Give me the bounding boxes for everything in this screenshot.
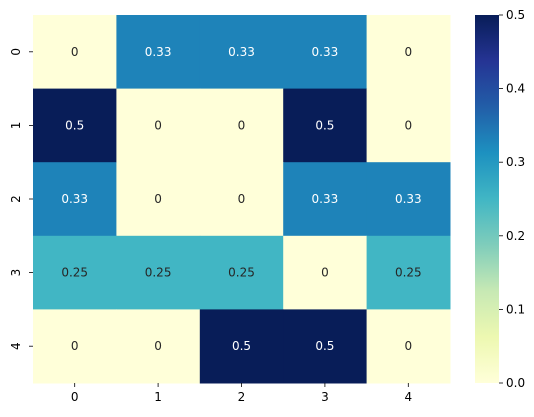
y-tick-label: 1: [9, 122, 23, 130]
heatmap-cell: [116, 88, 201, 163]
heatmap-cell: [199, 235, 284, 310]
cell-value-label: 0: [154, 192, 162, 206]
cell-value-label: 0.25: [61, 266, 88, 280]
x-tick-label: 2: [238, 390, 246, 404]
cell-value-label: 0.33: [312, 45, 339, 59]
colorbar-tick-label: 0.5: [506, 8, 525, 22]
y-tick-label: 3: [9, 269, 23, 277]
cell-value-label: 0: [238, 192, 246, 206]
heatmap-cell: [366, 162, 451, 237]
colorbar-tick-label: 0.2: [506, 229, 525, 243]
heatmap-cell: [33, 88, 117, 163]
heatmap-cells: [33, 15, 451, 384]
colorbar-tick-label: 0.4: [506, 82, 525, 96]
colorbar: 0.0 0.1 0.2 0.3 0.4 0.5: [475, 8, 525, 390]
heatmap-cell: [199, 162, 284, 237]
cell-value-label: 0: [154, 118, 162, 132]
heatmap-cell: [366, 88, 451, 163]
cell-value-label: 0.25: [395, 266, 422, 280]
cell-value-label: 0: [404, 45, 412, 59]
x-tick-label: 0: [71, 390, 79, 404]
y-tick-label: 0: [9, 48, 23, 56]
heatmap-cell: [33, 235, 117, 310]
heatmap-cell: [283, 15, 368, 90]
heatmap-cell: [116, 309, 201, 384]
cell-value-label: 0: [71, 45, 79, 59]
heatmap-cell: [283, 235, 368, 310]
heatmap-cell: [33, 162, 117, 237]
heatmap-cell: [366, 309, 451, 384]
cell-value-label: 0: [71, 339, 79, 353]
heatmap-cell: [116, 235, 201, 310]
colorbar-tick-label: 0.0: [506, 376, 525, 390]
cell-value-label: 0.33: [312, 192, 339, 206]
cell-value-label: 0.33: [228, 45, 255, 59]
heatmap-cell: [366, 15, 451, 90]
heatmap-cell: [283, 88, 368, 163]
cell-value-label: 0.33: [145, 45, 172, 59]
heatmap-cell-labels: 0 0.33 0.33 0.33 0 0.5 0 0 0.5 0 0.33 0 0 0.33 0.33 0.2…: [61, 45, 421, 353]
cell-value-label: 0: [321, 266, 329, 280]
colorbar-tick-label: 0.3: [506, 155, 525, 169]
y-tick-label: 2: [9, 195, 23, 203]
heatmap-cell: [33, 309, 117, 384]
cell-value-label: 0.25: [145, 266, 172, 280]
y-axis: 0 1 2 3 4: [9, 48, 33, 350]
colorbar-gradient: [475, 15, 499, 383]
cell-value-label: 0.33: [61, 192, 88, 206]
cell-value-label: 0.5: [65, 118, 84, 132]
x-axis: 0 1 2 3 4: [71, 383, 412, 404]
x-tick-label: 1: [154, 390, 162, 404]
heatmap-cell: [283, 309, 368, 384]
colorbar-tick-label: 0.1: [506, 302, 525, 316]
heatmap-cell: [199, 309, 284, 384]
heatmap-cell: [199, 15, 284, 90]
heatmap-cell: [116, 15, 201, 90]
cell-value-label: 0.5: [315, 118, 334, 132]
cell-value-label: 0: [404, 339, 412, 353]
y-tick-label: 4: [9, 342, 23, 350]
cell-value-label: 0.25: [228, 266, 255, 280]
heatmap-cell: [116, 162, 201, 237]
x-tick-label: 4: [404, 390, 412, 404]
cell-value-label: 0: [154, 339, 162, 353]
cell-value-label: 0: [404, 118, 412, 132]
cell-value-label: 0.5: [232, 339, 251, 353]
cell-value-label: 0: [238, 118, 246, 132]
cell-value-label: 0.5: [315, 339, 334, 353]
x-tick-label: 3: [321, 390, 329, 404]
heatmap-cell: [366, 235, 451, 310]
heatmap-cell: [199, 88, 284, 163]
cell-value-label: 0.33: [395, 192, 422, 206]
heatmap-cell: [33, 15, 117, 90]
heatmap-cell: [283, 162, 368, 237]
